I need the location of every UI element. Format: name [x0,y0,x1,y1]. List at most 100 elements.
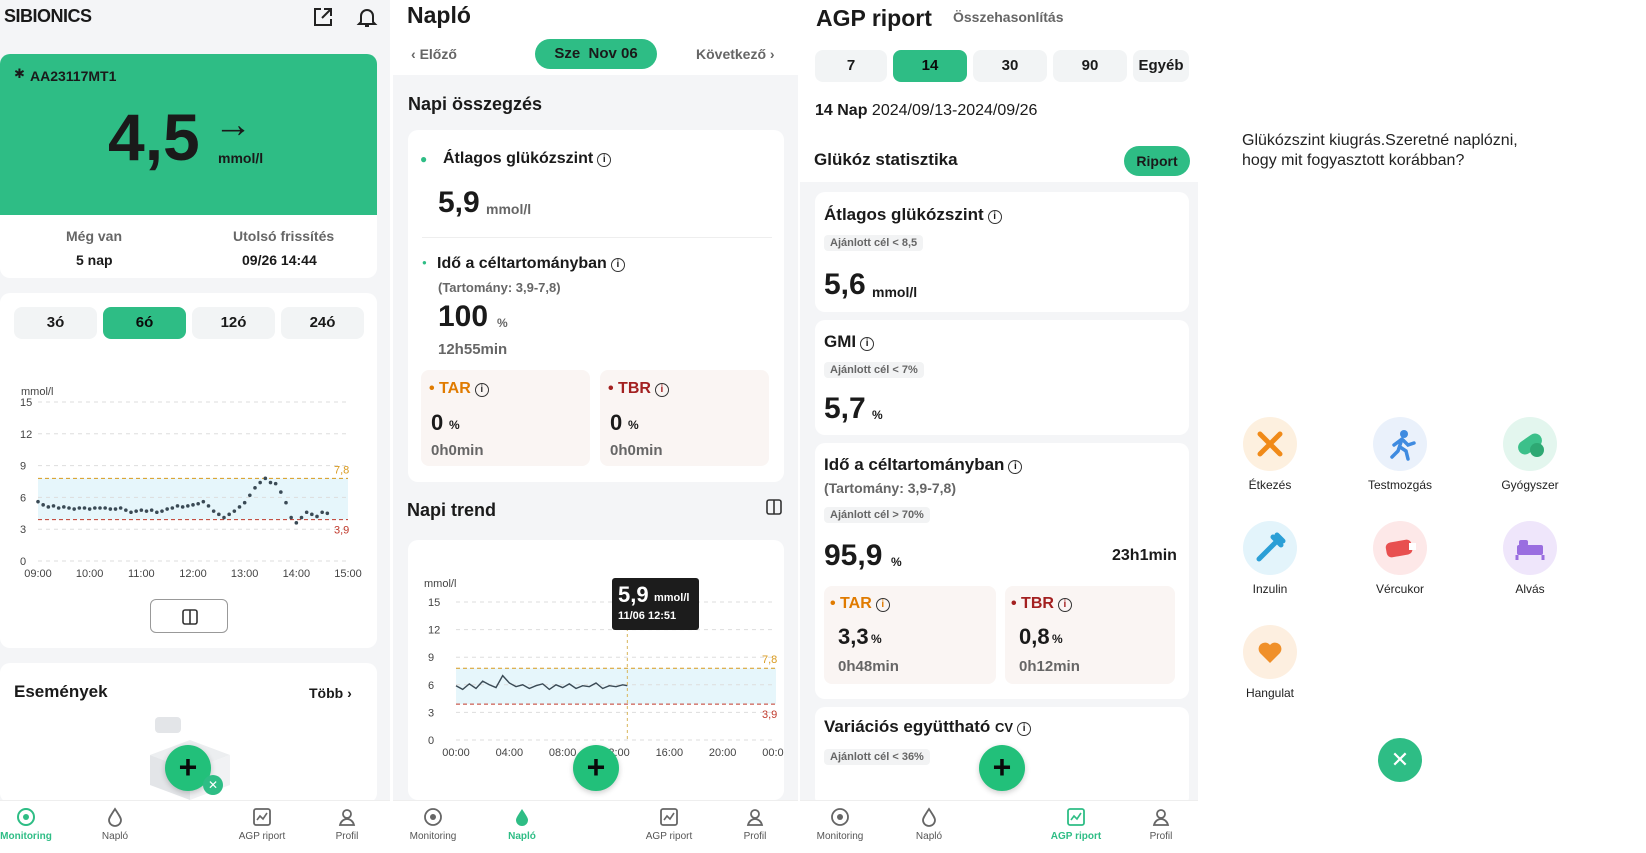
bullet-icon: ● [422,258,427,267]
bell-icon[interactable] [356,6,378,33]
info-icon[interactable]: i [1017,722,1032,736]
period-other[interactable]: Egyéb [1133,50,1189,82]
data-point [248,493,252,498]
meal-button[interactable] [1243,417,1297,471]
mood-button[interactable] [1243,625,1297,679]
medication-button[interactable] [1503,417,1557,471]
tar-value: 0 [431,410,444,435]
report-button[interactable]: Riport [1124,146,1190,176]
x-tick-label: 00:00 [442,747,470,759]
drop-icon [108,807,122,827]
naplo-screen: Napló ‹ Előző Sze Nov 06 Következő › Nap… [393,0,798,853]
drop-icon [922,807,936,827]
sleep-button[interactable] [1503,521,1557,575]
gmi-target: Ajánlott cél < 7% [824,362,924,378]
blood-glucose-button[interactable] [1373,521,1427,575]
profile-icon [338,809,356,826]
nav-profil[interactable]: Profil [307,807,387,842]
nav-label: Napló [101,831,129,842]
last-update-label: Utolsó frissítés [233,228,335,244]
period-14[interactable]: 14 [893,50,967,82]
info-icon[interactable]: i [654,383,669,397]
x-tick-label: 09:00 [24,568,52,580]
device-id: AA23117MT1 [30,68,117,84]
add-button[interactable]: + [573,745,619,791]
chart-unit: mmol/l [21,386,54,398]
data-point [62,505,66,509]
chart-icon [253,808,271,826]
y-tick-label: 3 [20,524,26,536]
info-icon[interactable]: i [597,153,612,167]
expand-chart-button[interactable] [150,599,228,633]
data-point [134,509,138,513]
high-target-label: 7,8 [334,464,349,476]
nav-naplo[interactable]: Napló [482,807,562,842]
bottom-nav: Monitoring Napló AGP riport Profil [0,800,390,853]
tbr-box: • TBR i 0 % 0h0min [600,370,769,466]
next-day-button[interactable]: Következő › [696,46,775,62]
data-point [87,507,92,511]
nav-agp[interactable]: AGP riport [222,807,302,842]
data-point [294,521,299,525]
exercise-button[interactable] [1373,417,1427,471]
nav-profil[interactable]: Profil [715,807,795,842]
gmi-label-text: GMI [824,332,857,351]
profile-icon [746,809,764,826]
range-6h[interactable]: 6ó [103,307,186,339]
tar-time: 0h0min [431,442,484,459]
info-icon[interactable]: i [1057,598,1072,612]
info-icon[interactable]: i [860,337,875,351]
tir-range: (Tartomány: 3,9-7,8) [438,280,561,295]
nav-monitoring[interactable]: Monitoring [800,807,880,842]
gmi-card: GMI i Ajánlott cél < 7% 5,7 % [815,320,1189,435]
nav-naplo[interactable]: Napló [889,807,969,842]
info-icon[interactable]: i [474,383,489,397]
nav-naplo[interactable]: Napló [75,807,155,842]
close-button[interactable]: ✕ [1378,738,1422,782]
insulin-button[interactable] [1243,521,1297,575]
range-12h[interactable]: 12ó [192,307,275,339]
data-point [279,490,283,494]
data-point [304,510,309,515]
glucose-card: ✱ AA23117MT1 4,5 → mmol/l Még van 5 nap … [0,54,377,278]
tar-label: • TAR i [830,595,890,613]
dismiss-badge[interactable]: ✕ [203,775,223,795]
share-icon[interactable] [312,6,334,33]
nav-agp[interactable]: AGP riport [629,807,709,842]
tir-time: 12h55min [438,341,508,358]
compare-tab[interactable]: Összehasonlítás [953,9,1064,25]
nav-label: Napló [915,831,943,842]
data-point [253,486,257,490]
nav-label: Monitoring [409,831,457,842]
data-point [211,509,216,513]
nav-agp[interactable]: AGP riport [1036,807,1116,842]
nav-profil[interactable]: Profil [1121,807,1198,842]
info-icon[interactable]: i [987,210,1002,224]
range-24h[interactable]: 24ó [281,307,364,339]
prev-day-button[interactable]: ‹ Előző [411,46,457,62]
period-7[interactable]: 7 [815,50,887,82]
info-icon[interactable]: i [1008,460,1023,474]
chart-tooltip: 5,9 mmol/l 11/06 12:51 [612,578,699,630]
y-tick-label: 3 [428,707,434,719]
period-30[interactable]: 30 [973,50,1047,82]
data-point [196,501,200,506]
events-more-link[interactable]: Több › [309,685,352,701]
range-3h[interactable]: 3ó [14,307,97,339]
tir-label: Idő a céltartományban i [437,255,625,273]
data-point [217,512,221,517]
current-date[interactable]: Sze Nov 06 [535,39,657,69]
monitoring-icon [17,808,35,826]
nav-monitoring[interactable]: Monitoring [0,807,66,842]
nav-monitoring[interactable]: Monitoring [393,807,473,842]
tbr-time: 0h12min [1019,658,1080,675]
period-90[interactable]: 90 [1053,50,1127,82]
data-point [268,480,273,485]
info-icon[interactable]: i [875,598,890,612]
info-icon[interactable]: i [610,258,625,272]
add-button[interactable]: + [979,745,1025,791]
expand-icon[interactable] [765,498,783,521]
data-point [36,499,40,504]
bluetooth-icon: ✱ [14,66,25,81]
